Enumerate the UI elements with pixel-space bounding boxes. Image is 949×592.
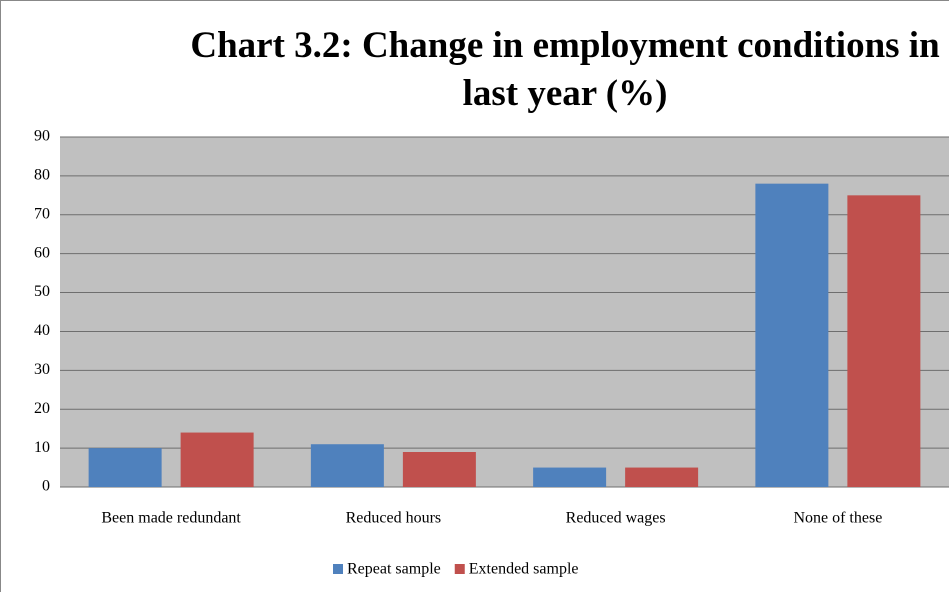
y-tick-label: 60 bbox=[34, 244, 50, 261]
chart-title: Chart 3.2: Change in employment conditio… bbox=[190, 25, 940, 114]
bar bbox=[402, 452, 476, 487]
legend-label: Repeat sample bbox=[347, 561, 441, 578]
x-tick-label: None of these bbox=[793, 510, 882, 527]
legend-label: Extended sample bbox=[469, 561, 579, 578]
bar bbox=[533, 467, 607, 487]
x-tick-label: Reduced wages bbox=[566, 510, 666, 527]
legend-swatch bbox=[454, 564, 465, 574]
bar bbox=[625, 467, 699, 487]
y-tick-label: 30 bbox=[34, 361, 50, 378]
x-tick-label: Reduced hours bbox=[346, 510, 442, 527]
x-tick-label: Been made redundant bbox=[101, 510, 241, 527]
y-tick-label: 50 bbox=[34, 283, 50, 300]
bar bbox=[310, 444, 384, 487]
bar bbox=[180, 432, 254, 487]
legend-swatch bbox=[333, 564, 343, 574]
y-tick-label: 70 bbox=[34, 205, 50, 222]
y-tick-label: 20 bbox=[34, 400, 50, 417]
bar bbox=[755, 183, 829, 487]
y-tick-label: 40 bbox=[34, 322, 50, 339]
y-tick-label: 10 bbox=[34, 439, 50, 456]
y-tick-label: 90 bbox=[34, 128, 50, 145]
y-tick-label: 0 bbox=[42, 478, 50, 495]
bar bbox=[847, 195, 921, 488]
bar bbox=[88, 448, 162, 487]
y-tick-label: 80 bbox=[34, 167, 50, 184]
